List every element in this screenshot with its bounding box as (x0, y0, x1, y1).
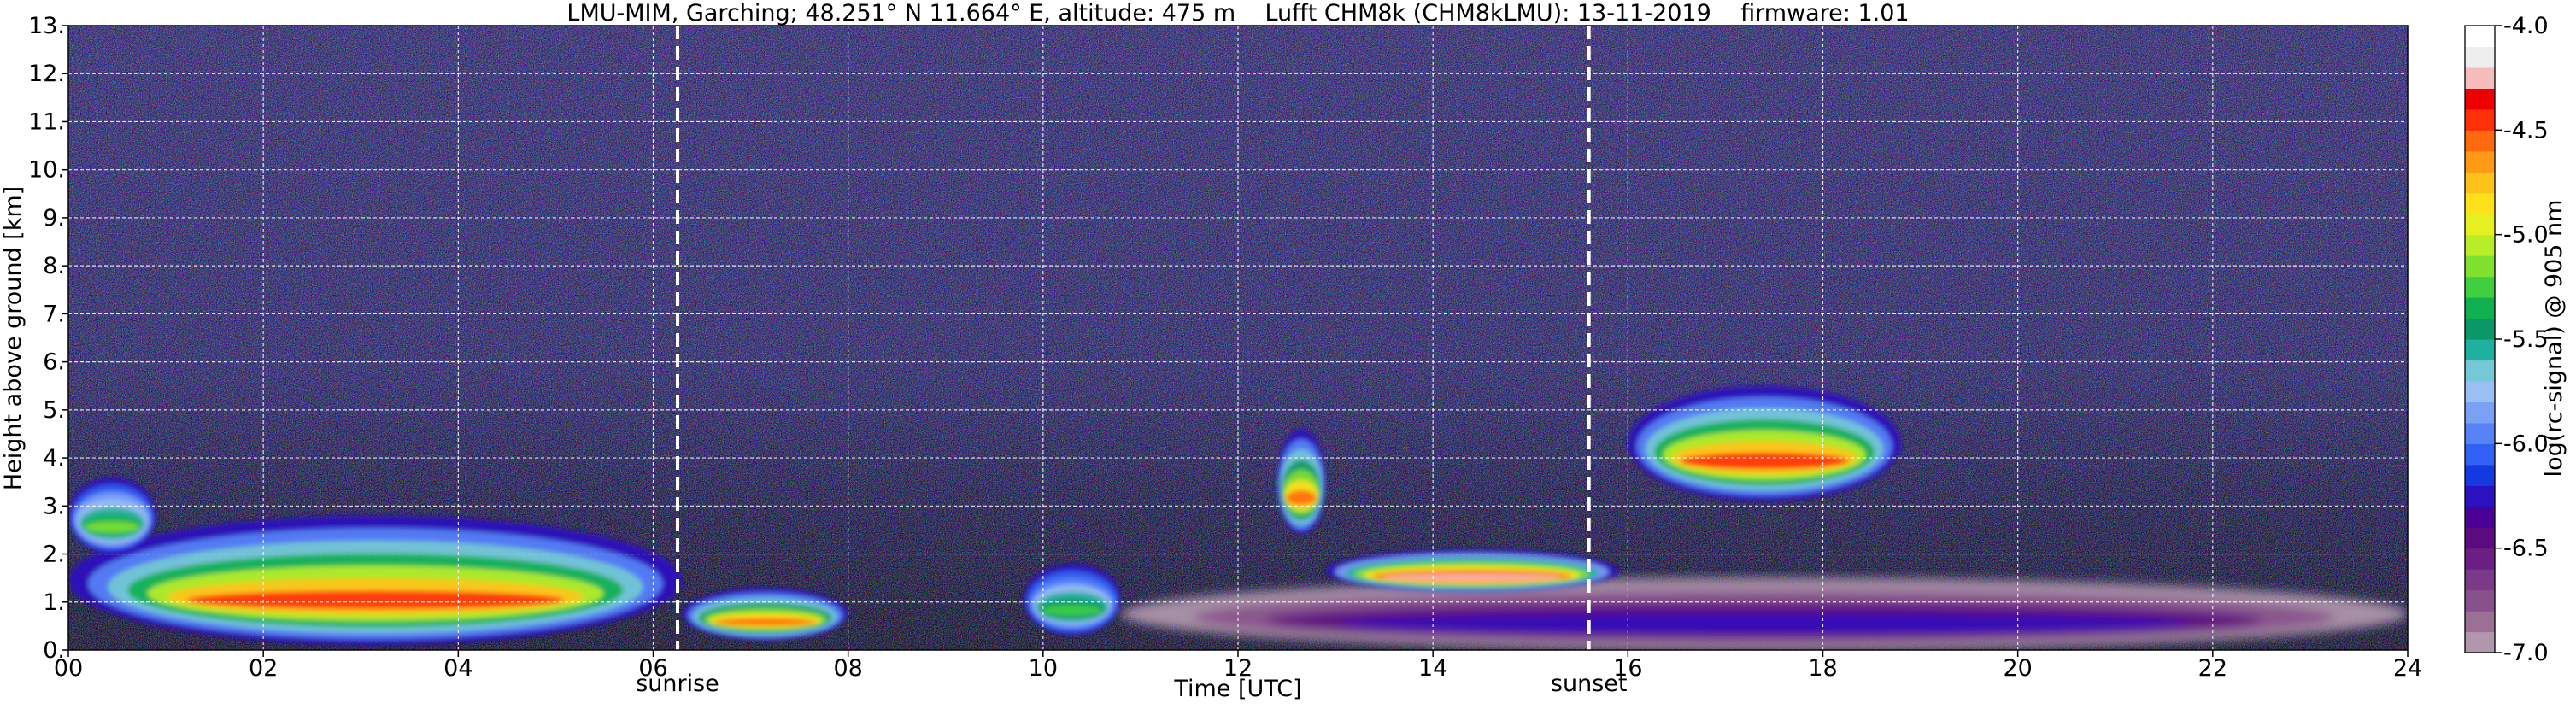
x-tick-label: 02 (249, 655, 278, 682)
y-tick-label: 7. (43, 301, 65, 327)
colorbar-segment (2465, 67, 2495, 89)
y-tick-label: 0. (43, 637, 65, 664)
colorbar-tick-label: -4.5 (2503, 117, 2549, 144)
y-tick-label: 5. (43, 397, 65, 424)
colorbar-segment (2465, 443, 2495, 466)
colorbar-segment (2465, 46, 2495, 68)
colorbar-segment (2465, 527, 2495, 549)
x-tick-label: 04 (443, 655, 472, 682)
colorbar-segment (2465, 297, 2495, 319)
colorbar-segment (2465, 589, 2495, 612)
colorbar-segment (2465, 506, 2495, 528)
colorbar-segment (2465, 485, 2495, 507)
feature-aerosol_layer (1024, 563, 1122, 636)
x-tick-label: 06 (638, 655, 667, 682)
colorbar-segment (2465, 192, 2495, 214)
x-tick-label: 14 (1418, 655, 1447, 682)
x-axis-label: Time [UTC] (1173, 676, 1301, 702)
colorbar-tick-label: -5.0 (2503, 222, 2549, 249)
sunset-label: sunset (1551, 671, 1628, 697)
event-lines (676, 26, 1591, 650)
colorbar-segment (2465, 422, 2495, 444)
y-tick-label: 12. (28, 61, 65, 87)
feature-band (85, 521, 139, 533)
y-tick-label: 6. (43, 349, 65, 376)
x-tick-label: 22 (2198, 655, 2227, 682)
feature-cloud (1628, 385, 1901, 501)
feature-boundary_layer (1121, 577, 2408, 650)
colorbar-segment (2465, 401, 2495, 424)
feature-band (1382, 574, 1562, 581)
colorbar-segment (2465, 569, 2495, 591)
feature-cloud_base (1325, 548, 1618, 593)
feature-band (1680, 452, 1849, 470)
feature-band (1042, 605, 1103, 616)
colorbar-segment (2465, 214, 2495, 236)
colorbar-tick-label: -7.0 (2503, 640, 2549, 666)
colorbar-segment (2465, 339, 2495, 361)
signal-features (68, 385, 2408, 650)
colorbar-segment (2465, 548, 2495, 570)
colorbar-segment (2465, 130, 2495, 152)
sunrise-label: sunrise (636, 671, 719, 697)
y-axis-ticks: 0. 1. 2. 3. 4. 5. 6. 7. 8. 9. 10. 11. 12. 13. (28, 13, 68, 664)
grid-lines (68, 26, 2408, 650)
colorbar-segment (2465, 380, 2495, 402)
x-tick-label: 18 (1808, 655, 1837, 682)
colorbar-tick-label: -5.5 (2503, 326, 2549, 353)
y-tick-label: 9. (43, 205, 65, 231)
x-tick-label: 20 (2003, 655, 2032, 682)
colorbar-segment (2465, 318, 2495, 340)
feature-cloud (1276, 429, 1326, 536)
annotations: sunrise sunset (636, 671, 1627, 697)
colorbar-segment (2465, 234, 2495, 256)
colorbar-segment (2465, 360, 2495, 382)
y-tick-label: 11. (28, 108, 65, 135)
y-tick-label: 1. (43, 589, 65, 616)
colorbar-segment (2465, 276, 2495, 298)
x-tick-label: 10 (1029, 655, 1058, 682)
feature-band (714, 618, 817, 626)
x-tick-label: 12 (1223, 655, 1253, 682)
colorbar-segment (2465, 631, 2495, 653)
feature-band (1338, 614, 2191, 633)
plot-area (68, 26, 2408, 650)
y-axis-label: Height above ground [km] (0, 186, 26, 490)
colorbar-segment (2465, 26, 2495, 48)
colorbar-segment (2465, 150, 2495, 173)
colorbar-tick-label: -6.0 (2503, 431, 2549, 457)
colorbar-segment (2465, 88, 2495, 110)
x-tick-label: 08 (833, 655, 862, 682)
feature-residual_layer (68, 477, 156, 554)
y-tick-label: 4. (43, 445, 65, 472)
colorbar-segment (2465, 255, 2495, 278)
y-tick-label: 3. (43, 493, 65, 519)
y-tick-label: 13. (28, 13, 65, 39)
y-tick-label: 2. (43, 542, 65, 568)
colorbar-tick-label: -4.0 (2503, 13, 2549, 39)
y-tick-label: 8. (43, 253, 65, 279)
feature-aerosol_layer (682, 587, 848, 641)
colorbar-segment (2465, 611, 2495, 633)
feature-aerosol_layer (68, 515, 683, 646)
colorbar-tick-label: -6.5 (2503, 536, 2549, 562)
x-axis-ticks: 00 02 04 06 08 10 12 14 16 18 20 22 24 (54, 650, 2422, 682)
feature-band (186, 590, 565, 610)
colorbar-label: log(rc-signal) @ 905 nm (2541, 200, 2567, 478)
colorbar: -4.0 -4.5 -5.0 -5.5 -6.0 -6.5 -7.0 (2464, 13, 2549, 666)
colorbar-segment (2465, 172, 2495, 194)
feature-band (1286, 489, 1317, 506)
x-tick-label: 24 (2393, 655, 2422, 682)
x-tick-label: 16 (1613, 655, 1642, 682)
colorbar-segment (2465, 464, 2495, 486)
x-tick-label: 00 (54, 655, 83, 682)
chart-title: LMU-MIM, Garching; 48.251° N 11.664° E, … (566, 0, 1909, 26)
y-tick-label: 10. (28, 157, 65, 184)
colorbar-segment (2465, 108, 2495, 131)
